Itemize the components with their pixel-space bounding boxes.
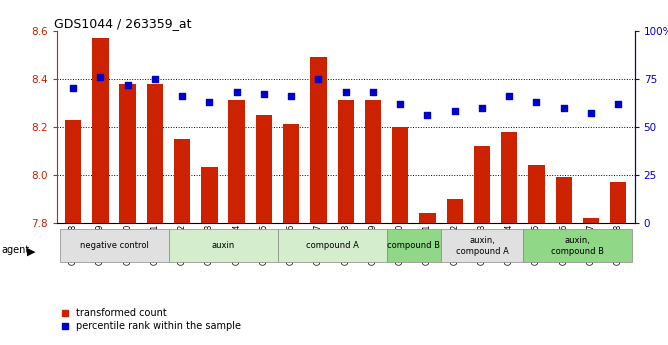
Point <box>67 86 78 91</box>
Point <box>95 74 106 80</box>
Bar <box>65 120 81 223</box>
Bar <box>474 146 490 223</box>
Bar <box>147 84 163 223</box>
Point <box>150 76 160 82</box>
Point <box>231 90 242 95</box>
Bar <box>441 229 523 262</box>
Point <box>286 93 297 99</box>
Point <box>586 111 597 116</box>
Bar <box>556 177 572 223</box>
Point <box>313 76 324 82</box>
Text: agent: agent <box>1 245 29 255</box>
Bar <box>310 57 327 223</box>
Point <box>259 91 269 97</box>
Bar <box>523 229 632 262</box>
Point <box>367 90 378 95</box>
Bar <box>256 115 272 223</box>
Bar <box>582 218 599 223</box>
Text: GDS1044 / 263359_at: GDS1044 / 263359_at <box>54 17 192 30</box>
Bar <box>610 182 627 223</box>
Point <box>477 105 488 110</box>
Point <box>341 90 351 95</box>
Bar <box>387 229 441 262</box>
Text: auxin,
compound A: auxin, compound A <box>456 236 508 256</box>
Bar <box>528 165 544 223</box>
Bar <box>283 125 299 223</box>
Bar <box>337 100 354 223</box>
Text: compound B: compound B <box>387 241 440 250</box>
Bar <box>501 131 518 223</box>
Bar <box>92 38 109 223</box>
Point <box>422 112 433 118</box>
Bar <box>59 229 168 262</box>
Bar <box>201 167 218 223</box>
Bar <box>365 100 381 223</box>
Point <box>450 109 460 114</box>
Bar <box>420 213 436 223</box>
Point <box>531 99 542 105</box>
Point <box>395 101 405 107</box>
Text: negative control: negative control <box>79 241 148 250</box>
Bar <box>277 229 387 262</box>
Bar <box>228 100 245 223</box>
Point <box>558 105 569 110</box>
Point <box>122 82 133 87</box>
Bar <box>446 199 463 223</box>
Text: ▶: ▶ <box>27 246 35 256</box>
Point <box>613 101 624 107</box>
Point <box>504 93 514 99</box>
Bar <box>174 139 190 223</box>
Bar <box>392 127 408 223</box>
Bar <box>120 84 136 223</box>
Text: auxin: auxin <box>211 241 234 250</box>
Point <box>204 99 214 105</box>
Text: compound A: compound A <box>306 241 359 250</box>
Bar <box>168 229 277 262</box>
Point <box>177 93 188 99</box>
Legend: transformed count, percentile rank within the sample: transformed count, percentile rank withi… <box>61 308 241 332</box>
Text: auxin,
compound B: auxin, compound B <box>551 236 604 256</box>
